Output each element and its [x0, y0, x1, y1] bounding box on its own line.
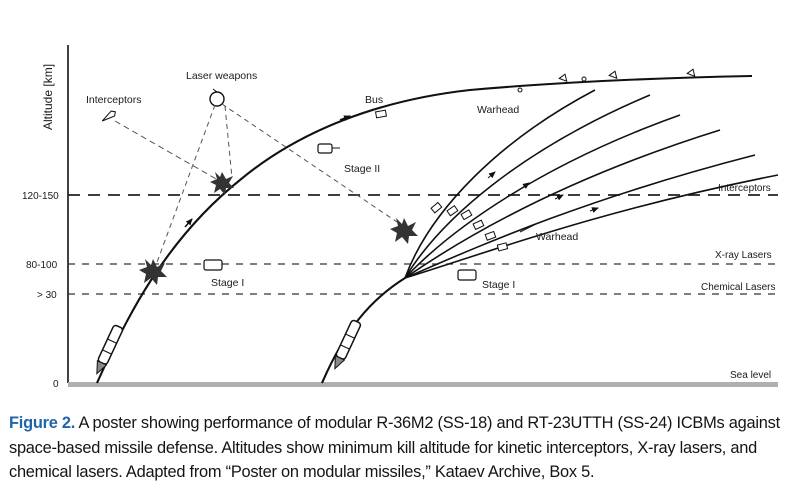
warhead-trajectory-fan [404, 89, 779, 279]
stage1-left-icon [203, 259, 223, 271]
label-warhead-top: Warhead [477, 104, 519, 116]
right-rocket-icon [334, 319, 362, 370]
fan-arrows [487, 171, 599, 213]
explosion-stage1-icon [139, 259, 167, 285]
label-bus: Bus [365, 94, 383, 106]
laser-beam-to-stage1 [155, 104, 216, 266]
tick-label-0: 0 [53, 379, 59, 390]
label-laser-weapons: Laser weapons [186, 70, 257, 82]
figure-label: Figure 2. [9, 414, 76, 432]
tick-label-120-150: 120-150 [22, 191, 59, 202]
band-label-chemical: Chemical Lasers [701, 282, 775, 293]
label-stage1-left: Stage I [211, 277, 244, 289]
trajectory-arrow-b [339, 115, 351, 122]
stage1-right-icon [457, 269, 477, 281]
laser-satellite-icon [209, 91, 225, 107]
bus-icon [374, 109, 388, 119]
band-label-xray: X-ray Lasers [715, 250, 772, 261]
warhead-icons-fan [430, 201, 509, 252]
warhead-icons-top [517, 68, 696, 93]
explosion-upper-icon [210, 172, 234, 195]
label-warhead-mid: Warhead [536, 231, 578, 243]
left-missile-trajectory [96, 74, 753, 384]
interceptor-path [114, 120, 219, 181]
stage2-icon [317, 143, 333, 154]
caption-text: A poster showing performance of modular … [9, 414, 780, 481]
label-stage1-right: Stage I [482, 279, 515, 291]
label-stage2: Stage II [344, 163, 380, 175]
sea-level-bar [68, 382, 778, 387]
right-missile-trajectory [321, 277, 406, 384]
left-rocket-icon [96, 324, 124, 375]
band-label-interceptors: Interceptors [718, 183, 771, 194]
laser-beam-to-upper [224, 105, 233, 179]
missile-defense-diagram: Altitude [km] 120-150 80-100 > 30 0 Inte… [22, 45, 779, 390]
explosion-right-icon [390, 218, 418, 244]
trajectory-arrow-a [184, 218, 193, 228]
interceptor-icon [101, 110, 116, 122]
altitude-axis-title: Altitude [km] [41, 64, 55, 130]
band-label-sea-level: Sea level [730, 370, 771, 381]
figure-caption: Figure 2. A poster showing performance o… [9, 411, 793, 485]
tick-label-80-100: 80-100 [26, 260, 58, 271]
label-interceptors-left: Interceptors [86, 94, 141, 106]
warhead-mid-leader [519, 223, 537, 233]
tick-label-30: > 30 [37, 290, 57, 301]
